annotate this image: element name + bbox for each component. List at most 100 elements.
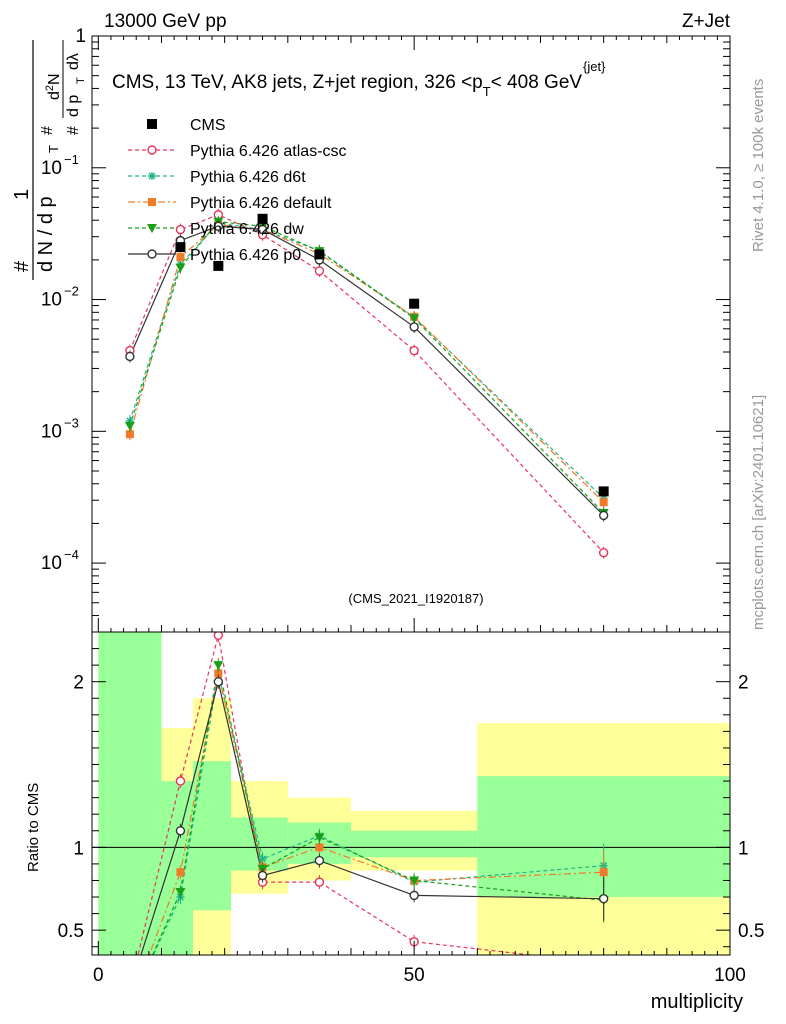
ratio-ytick-label-r-2: 2 bbox=[738, 673, 749, 694]
ratio-point-4-5 bbox=[409, 890, 419, 901]
ratio-band-green-5 bbox=[350, 830, 478, 858]
main-point-0-6 bbox=[598, 547, 609, 558]
ratio-ytick-label-l-1: 1 bbox=[73, 838, 84, 859]
ratio-point-4-2 bbox=[213, 676, 224, 687]
ylabel-d: d bbox=[35, 261, 57, 272]
ratio-point-2-6 bbox=[599, 868, 608, 877]
cms-point-6 bbox=[598, 486, 609, 497]
main-point-4-0 bbox=[125, 351, 135, 362]
ratio-band-green-0 bbox=[98, 632, 162, 955]
ratio-ytick-label-r-0: 0.5 bbox=[738, 921, 764, 942]
main-ytick-exp-1: −1 bbox=[64, 152, 79, 167]
ylabel-dp: d p bbox=[35, 196, 57, 224]
ylabel-two: 2 bbox=[44, 85, 56, 91]
main-ytick-exp-2: −2 bbox=[64, 284, 79, 299]
main-ytick-exp-3: −3 bbox=[64, 415, 79, 430]
main-title-main: CMS, 13 TeV, AK8 jets, Z+jet region, 326… bbox=[112, 72, 483, 93]
main-title-sup: {jet} bbox=[583, 59, 606, 74]
ratio-ytick-label-r-1: 1 bbox=[738, 838, 749, 859]
main-point-4-2 bbox=[213, 221, 224, 231]
ratio-xlabel: multiplicity bbox=[651, 991, 743, 1013]
legend-cms-label: CMS bbox=[190, 117, 226, 134]
legend: CMS Pythia 6.426 atlas-csc Pythia 6.426 d6… bbox=[128, 117, 347, 264]
ratio-point-1-3 bbox=[258, 854, 267, 863]
ratio-xtick-label-1: 50 bbox=[404, 965, 425, 986]
main-point-4-6 bbox=[598, 510, 609, 521]
main-curves bbox=[124, 208, 609, 559]
ratio-point-4-3 bbox=[257, 870, 268, 881]
ratio-xtick-label-0: 0 bbox=[93, 965, 104, 986]
ratio-point-3-1 bbox=[175, 888, 186, 898]
ylabel-T2: T bbox=[75, 77, 87, 84]
main-ytick-label-3: 10 bbox=[41, 421, 62, 442]
ratio-curves bbox=[137, 632, 609, 955]
legend-label-1: Pythia 6.426 d6t bbox=[190, 169, 306, 186]
ratio-frame bbox=[91, 631, 731, 956]
main-point-3-0 bbox=[124, 421, 135, 431]
ratio-ylabel: Ratio to CMS bbox=[25, 783, 42, 872]
legend-marker-2 bbox=[148, 198, 156, 206]
ratio-point-2-2 bbox=[214, 669, 223, 678]
ratio-point-4-1 bbox=[175, 826, 186, 836]
legend-label-3: Pythia 6.426 dw bbox=[190, 221, 304, 238]
ylabel-hash-1: # bbox=[11, 260, 33, 272]
ylabel-denom: d N / d p bbox=[35, 196, 57, 272]
legend-cms-marker bbox=[147, 119, 157, 129]
main-ytick-exp-4: −4 bbox=[64, 547, 79, 562]
cms-point-4 bbox=[314, 249, 325, 260]
legend-marker-1 bbox=[148, 172, 156, 180]
ylabel-hash-2: # bbox=[39, 126, 56, 135]
ylabel-dp2: d p bbox=[65, 95, 82, 117]
ylabel-N: N bbox=[35, 241, 57, 255]
main-ytick-label-0: 1 bbox=[75, 26, 86, 47]
ratio-ytick-label-l-2: 2 bbox=[73, 673, 84, 694]
ratio-point-0-4 bbox=[314, 877, 325, 887]
main-title-sub: T bbox=[483, 84, 491, 99]
main-point-0-5 bbox=[409, 345, 419, 356]
ratio-point-3-4 bbox=[314, 833, 325, 843]
legend-marker-3 bbox=[147, 224, 157, 233]
main-title-end: < 408 GeV bbox=[491, 72, 583, 93]
ylabel-N2: N bbox=[46, 73, 63, 85]
ratio-point-0-1 bbox=[175, 776, 186, 786]
ratio-band-green-1 bbox=[161, 781, 194, 955]
cms-point-2 bbox=[213, 260, 224, 271]
main-point-3-5 bbox=[409, 314, 420, 324]
ratio-point-2-1 bbox=[176, 868, 185, 877]
main-ytick-label-2: 10 bbox=[41, 290, 62, 311]
header-left: 13000 GeV pp bbox=[104, 11, 227, 32]
legend-label-2: Pythia 6.426 default bbox=[190, 195, 332, 212]
main-panel bbox=[92, 36, 730, 632]
legend-label-4: Pythia 6.426 p0 bbox=[190, 247, 301, 264]
main-ytick-label-4: 10 bbox=[41, 553, 62, 574]
mcplots-label: mcplots.cern.ch [arXiv:2401.10621] bbox=[750, 395, 767, 630]
header-right: Z+Jet bbox=[682, 11, 731, 32]
main-point-0-4 bbox=[314, 266, 325, 276]
ylabel-T: T bbox=[46, 145, 61, 153]
legend-label-0: Pythia 6.426 atlas-csc bbox=[190, 143, 347, 160]
cms-point-3 bbox=[257, 213, 268, 224]
ylabel-dlambda: dλ bbox=[65, 53, 82, 70]
ylabel-d2N: d2N bbox=[44, 73, 63, 100]
main-point-0-1 bbox=[175, 224, 186, 235]
ylabel-d2: d bbox=[46, 91, 63, 100]
legend-marker-4 bbox=[147, 249, 157, 259]
ylabel-slash: / bbox=[35, 229, 57, 235]
main-point-4-5 bbox=[409, 322, 419, 332]
main-ylabel: # 1 d N / d p T # # d2N d p T dλ bbox=[11, 40, 87, 280]
main-point-2-0 bbox=[125, 430, 134, 439]
ratio-point-4-6 bbox=[598, 893, 609, 904]
ratio-point-3-2 bbox=[213, 661, 224, 671]
cms-point-1 bbox=[175, 242, 186, 253]
main-point-2-1 bbox=[176, 253, 185, 262]
rivet-label: Rivet 4.1.0, ≥ 100k events bbox=[750, 79, 767, 252]
ratio-point-0-2 bbox=[213, 632, 224, 641]
ratio-curves-clipped bbox=[137, 632, 609, 955]
ratio-ytick-label-l-0: 0.5 bbox=[58, 921, 84, 942]
cms-point-5 bbox=[409, 298, 420, 309]
ylabel-hash-3: # bbox=[65, 126, 82, 135]
ratio-point-4-4 bbox=[314, 855, 325, 866]
ratio-point-3-5 bbox=[409, 876, 420, 886]
main-axes: 110−110−210−310−4 bbox=[41, 26, 731, 633]
main-title: CMS, 13 TeV, AK8 jets, Z+jet region, 326… bbox=[112, 72, 582, 99]
